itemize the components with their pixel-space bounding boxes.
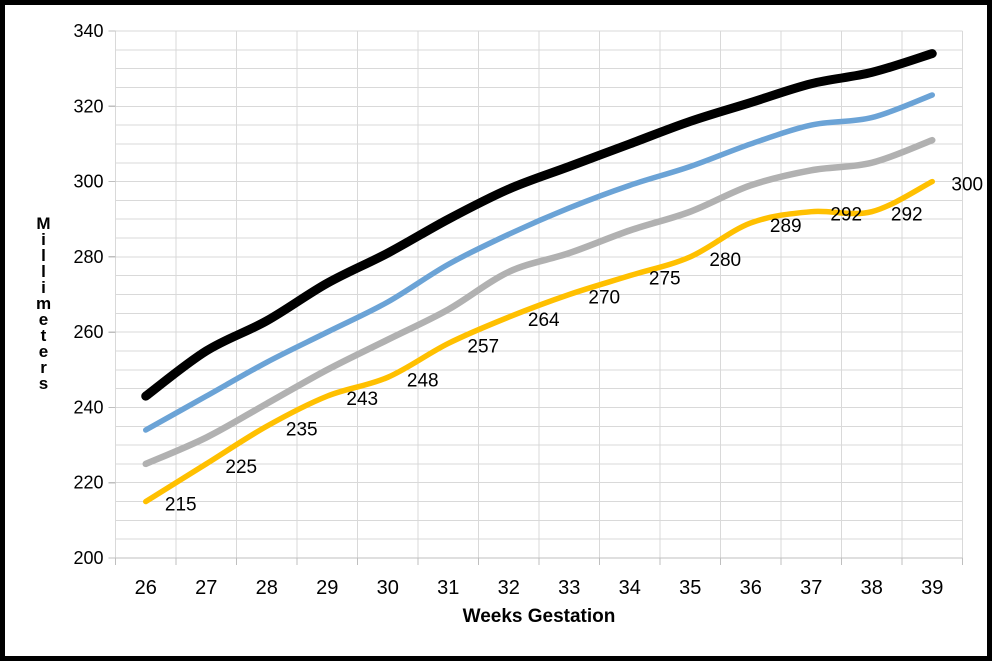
x-tick-label: 35	[679, 577, 701, 599]
data-label: 248	[407, 370, 439, 391]
data-label: 292	[830, 205, 862, 226]
y-tick-label: 340	[73, 21, 103, 41]
x-tick-label: 38	[861, 577, 883, 599]
y-tick-label: 220	[73, 473, 103, 493]
data-label: 289	[770, 216, 802, 237]
x-tick-label: 27	[195, 577, 217, 599]
data-label: 280	[709, 250, 741, 271]
x-tick-label: 34	[619, 577, 641, 599]
data-label: 264	[528, 310, 560, 331]
x-tick-label: 32	[498, 577, 520, 599]
series-gold-labeled-line	[143, 178, 935, 505]
data-label: 215	[165, 495, 197, 516]
x-tick-label: 31	[437, 577, 459, 599]
x-tick-label: 26	[135, 577, 157, 599]
data-label: 235	[286, 419, 318, 440]
x-tick-label: 28	[256, 577, 278, 599]
data-label: 300	[951, 175, 983, 196]
x-tick-label: 29	[316, 577, 338, 599]
y-axis-title: Millimeters	[34, 214, 53, 390]
data-label: 275	[649, 269, 681, 290]
data-label: 257	[467, 336, 499, 357]
x-tick-label: 39	[921, 577, 943, 599]
x-axis-title: Weeks Gestation	[462, 606, 616, 627]
series-gray-line	[142, 136, 936, 468]
y-tick-label: 300	[73, 172, 103, 192]
data-label: 243	[346, 389, 378, 410]
data-label: 292	[891, 205, 923, 226]
x-tick-label: 33	[558, 577, 580, 599]
y-tick-label: 200	[73, 548, 103, 568]
data-label: 225	[225, 457, 257, 478]
x-tick-label: 30	[377, 577, 399, 599]
data-label: 270	[588, 288, 620, 309]
y-tick-label: 240	[73, 397, 103, 417]
y-tick-label: 320	[73, 96, 103, 116]
series-black-upper-line	[141, 49, 937, 401]
y-tick-label: 260	[73, 322, 103, 342]
x-tick-label: 37	[800, 577, 822, 599]
series-blue-line	[143, 92, 935, 433]
y-tick-label: 280	[73, 247, 103, 267]
x-tick-label: 36	[740, 577, 762, 599]
